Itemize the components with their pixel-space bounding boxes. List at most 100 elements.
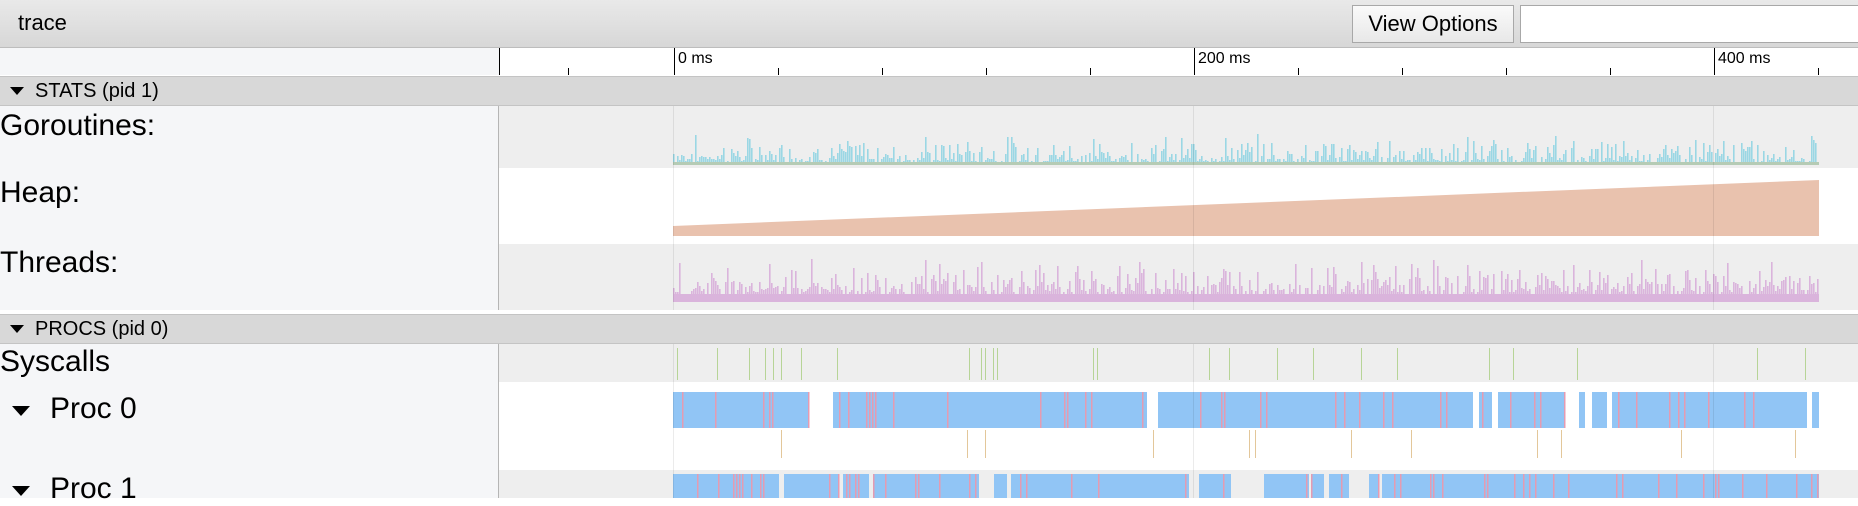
goroutines-bar xyxy=(1361,151,1363,164)
threads-bar xyxy=(795,271,797,294)
threads-bar xyxy=(1727,263,1729,294)
threads-bar xyxy=(1573,265,1575,294)
proc-1-slice-area[interactable] xyxy=(499,470,1858,498)
expand-triangle-icon[interactable] xyxy=(12,406,30,416)
goroutines-bar xyxy=(1349,145,1351,164)
goroutines-bar xyxy=(1339,157,1341,164)
threads-bar xyxy=(777,286,779,294)
proc-1-slice-accent xyxy=(1430,474,1432,498)
goroutines-bar xyxy=(1239,158,1241,164)
track-goroutines: Goroutines: xyxy=(0,106,1858,168)
track-label-panel: Goroutines: xyxy=(0,106,499,168)
proc-0-slice-accent xyxy=(866,392,868,428)
grid-line xyxy=(1193,382,1194,470)
goroutines-bar xyxy=(1627,153,1629,164)
threads-bar xyxy=(839,287,841,294)
threads-bar xyxy=(861,278,863,294)
proc-0-slice-area[interactable] xyxy=(499,382,1858,470)
track-label-syscalls: Syscalls xyxy=(0,345,111,378)
goroutines-bar xyxy=(1541,157,1543,164)
goroutines-bar xyxy=(897,159,899,164)
goroutines-bar xyxy=(1273,155,1275,164)
proc-0-slice-accent xyxy=(872,392,874,428)
view-options-button[interactable]: View Options xyxy=(1352,5,1514,43)
proc-1-slice-accent xyxy=(1514,474,1516,498)
goroutines-bar xyxy=(953,153,955,164)
threads-bar xyxy=(1311,268,1313,294)
goroutines-counter-area[interactable] xyxy=(499,106,1858,168)
proc-0-slice xyxy=(1579,392,1585,428)
threads-bar xyxy=(1507,274,1509,294)
threads-bar xyxy=(1637,286,1639,294)
proc-1-slice-accent xyxy=(1026,474,1028,498)
goroutines-bar xyxy=(973,153,975,164)
threads-counter-area[interactable] xyxy=(499,244,1858,310)
threads-bar xyxy=(879,287,881,294)
goroutines-bar xyxy=(1151,148,1153,164)
proc-0-slice-accent xyxy=(1064,392,1066,428)
proc-1-slice-accent xyxy=(1715,474,1717,498)
goroutines-bar xyxy=(1431,153,1433,164)
proc-0-slice-accent xyxy=(1142,392,1144,428)
proc-1-slice-accent xyxy=(1553,474,1555,498)
goroutines-bar xyxy=(713,159,715,164)
threads-bar xyxy=(1649,284,1651,294)
threads-bar xyxy=(1541,273,1543,294)
collapse-triangle-icon[interactable] xyxy=(10,325,24,333)
proc-1-slice-accent xyxy=(1658,474,1660,498)
threads-bar xyxy=(985,291,987,294)
threads-bar xyxy=(1055,289,1057,294)
collapse-triangle-icon[interactable] xyxy=(10,87,24,95)
goroutines-bar xyxy=(711,159,713,164)
goroutines-bar xyxy=(1059,157,1061,164)
goroutines-bar xyxy=(1815,143,1817,164)
threads-bar xyxy=(1185,276,1187,294)
goroutines-bar xyxy=(731,149,733,164)
threads-bar xyxy=(711,273,713,294)
goroutines-bar xyxy=(1547,147,1549,164)
goroutines-bar xyxy=(1745,151,1747,164)
syscall-event xyxy=(1757,348,1758,380)
goroutines-bar xyxy=(1049,155,1051,164)
threads-bar xyxy=(713,278,715,294)
threads-bar xyxy=(1575,292,1577,294)
threads-bar xyxy=(1491,289,1493,294)
proc-1-slice-accent xyxy=(763,474,765,498)
goroutines-bar xyxy=(949,145,951,164)
search-input[interactable] xyxy=(1520,5,1858,43)
goroutines-bar xyxy=(1511,156,1513,164)
group-header-stats[interactable]: STATS (pid 1) xyxy=(0,76,1858,106)
threads-bar xyxy=(1811,284,1813,294)
threads-bar xyxy=(1295,264,1297,294)
goroutines-bar xyxy=(1565,150,1567,164)
goroutines-bar xyxy=(829,158,831,164)
group-header-procs[interactable]: PROCS (pid 0) xyxy=(0,314,1858,344)
goroutines-bar xyxy=(795,158,797,164)
syscall-event xyxy=(1093,348,1094,380)
goroutines-bar xyxy=(1107,152,1109,164)
heap-counter-area[interactable] xyxy=(499,168,1858,244)
grid-line xyxy=(1713,344,1714,382)
proc-0-slice-accent xyxy=(869,392,871,428)
threads-bar xyxy=(1219,282,1221,294)
goroutines-bar xyxy=(1685,159,1687,164)
threads-bar xyxy=(817,283,819,294)
threads-bar xyxy=(717,285,719,294)
threads-bar xyxy=(1177,283,1179,294)
goroutines-bar xyxy=(941,145,943,164)
threads-bar xyxy=(899,289,901,294)
threads-bar xyxy=(765,289,767,294)
threads-bar xyxy=(1005,287,1007,294)
goroutines-bar xyxy=(837,153,839,164)
proc-0-slice-accent xyxy=(1482,392,1484,428)
goroutines-bar xyxy=(951,159,953,164)
threads-bar xyxy=(837,285,839,294)
threads-bar xyxy=(1035,270,1037,294)
threads-bar xyxy=(983,287,985,294)
threads-bar xyxy=(1069,281,1071,294)
expand-triangle-icon[interactable] xyxy=(12,486,30,496)
syscalls-slice-area[interactable] xyxy=(499,344,1858,382)
threads-bar xyxy=(793,288,795,294)
goroutines-bar xyxy=(1141,159,1143,164)
threads-bar xyxy=(1151,289,1153,294)
